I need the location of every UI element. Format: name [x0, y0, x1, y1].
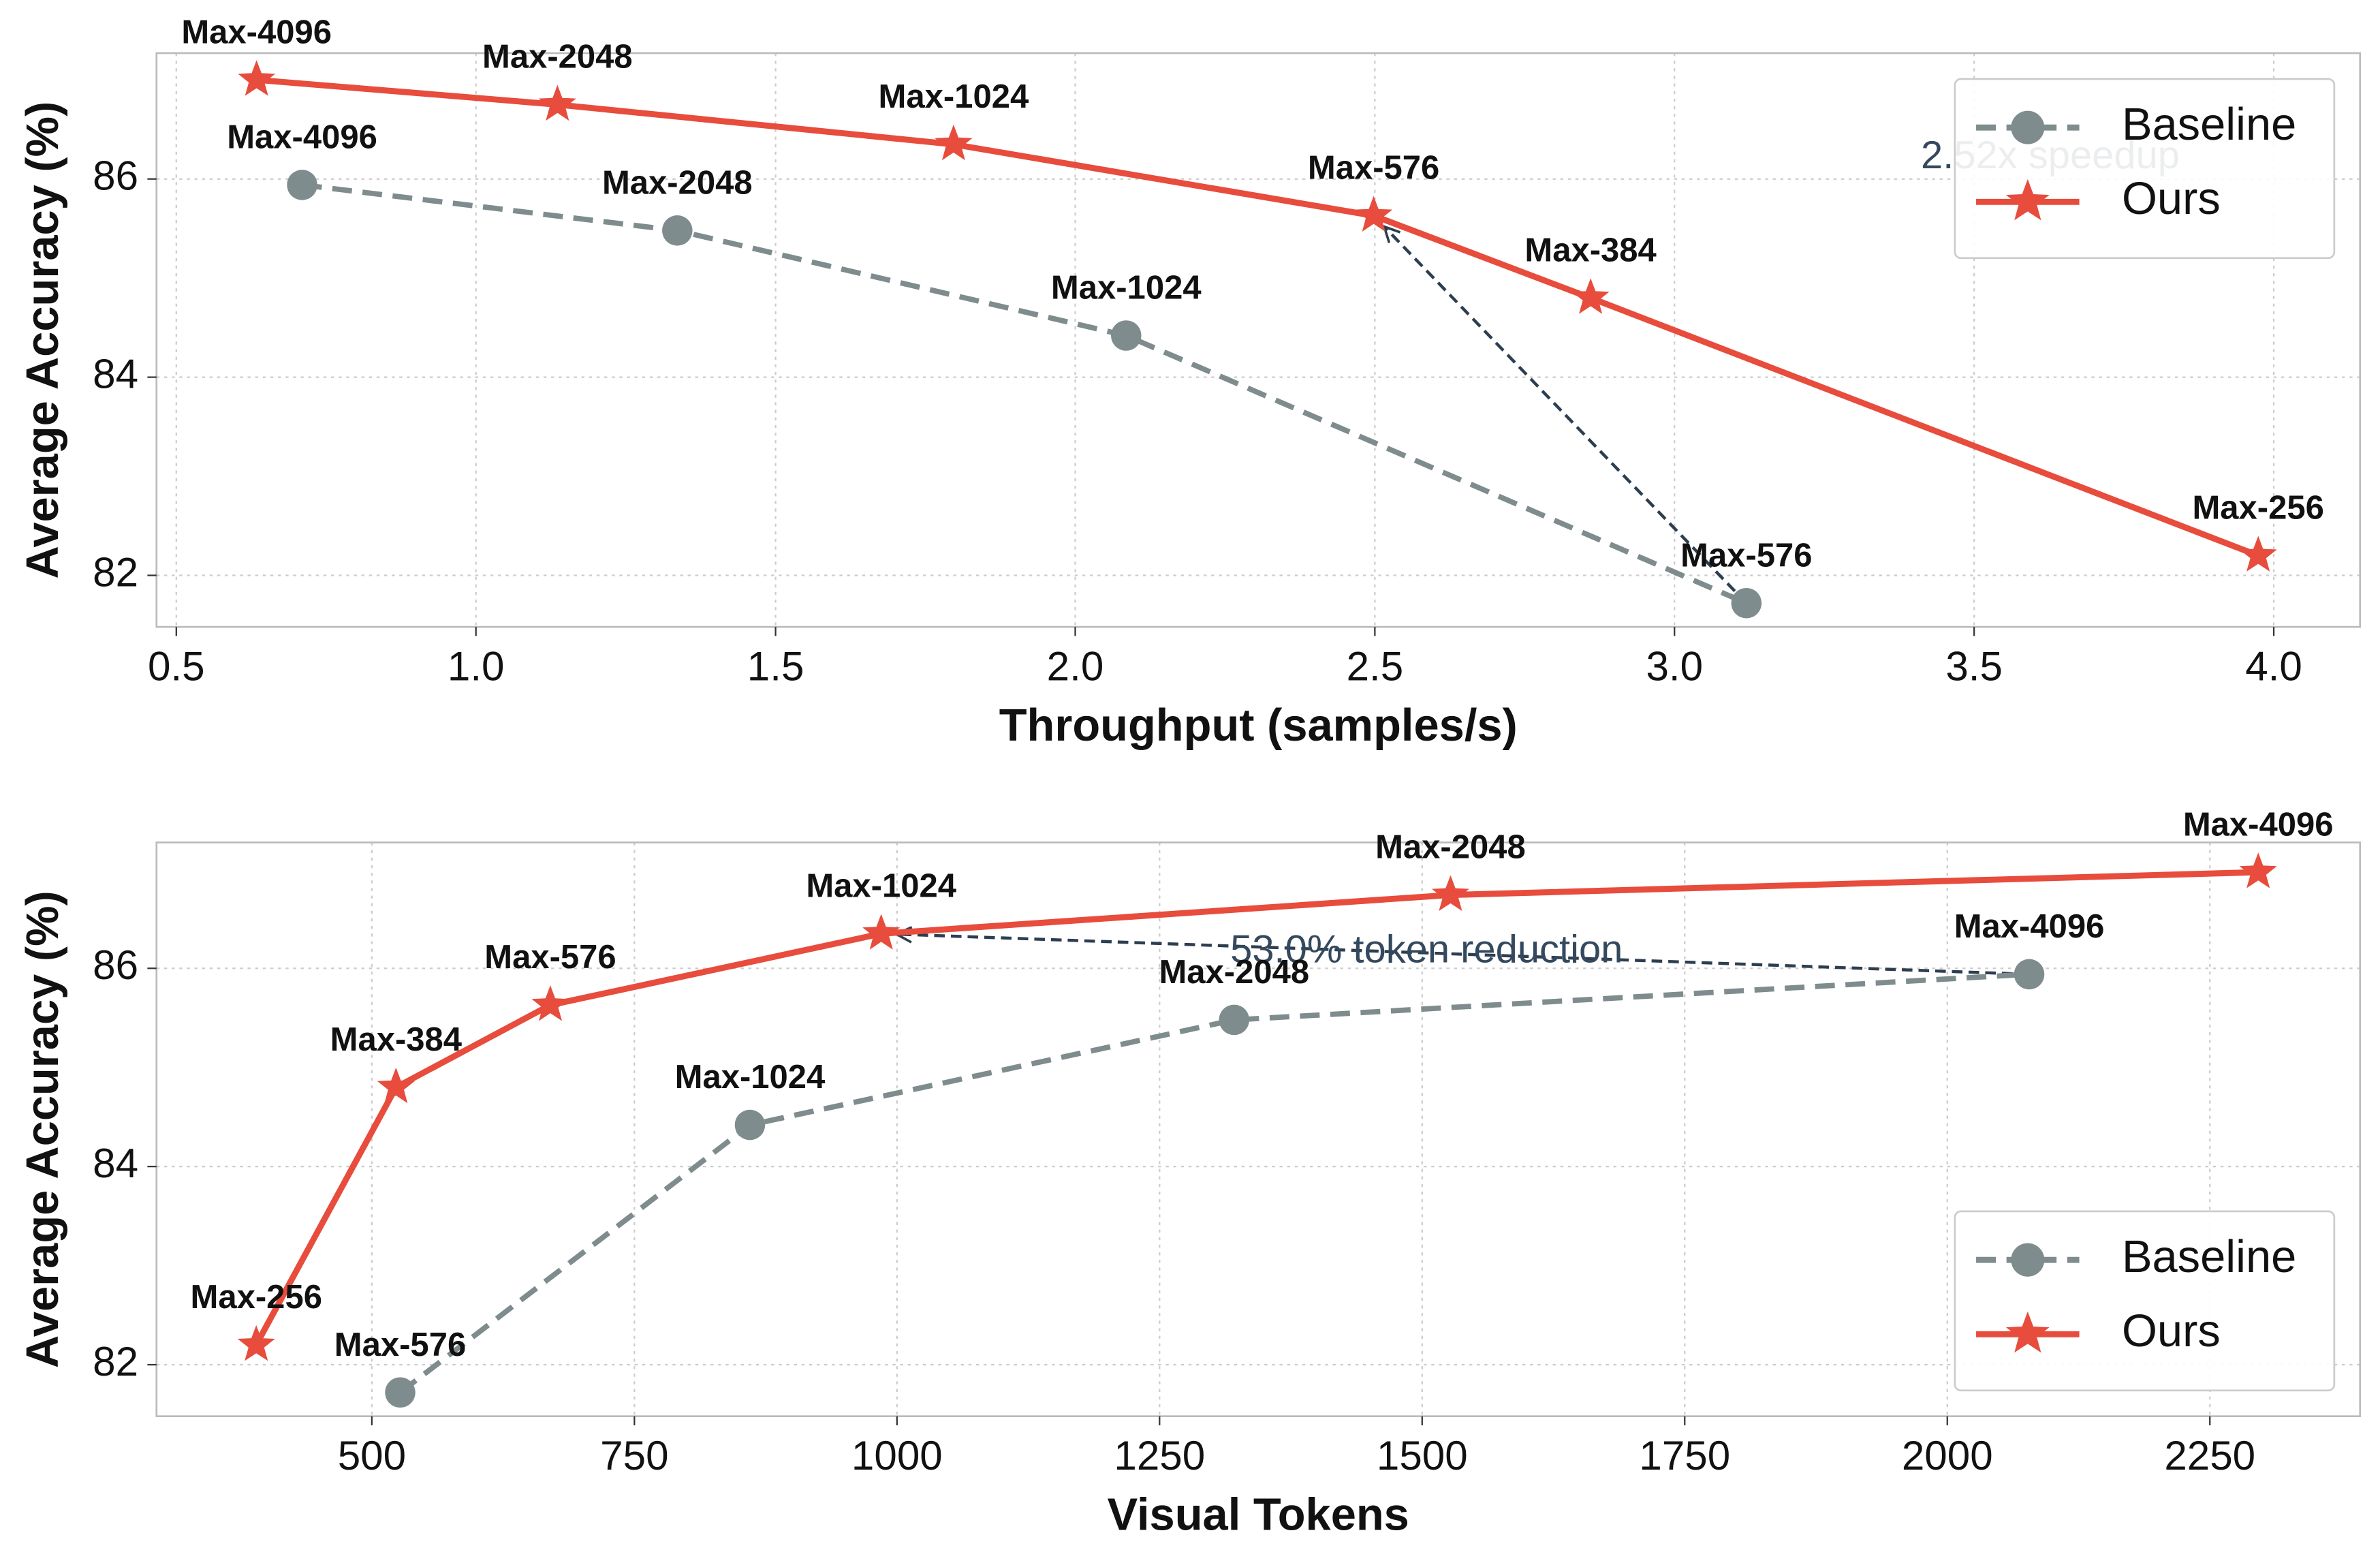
legend-label: Ours [2122, 174, 2221, 224]
star-marker [538, 84, 576, 121]
point-label: Max-576 [1308, 150, 1439, 187]
legend-marker [2005, 179, 2050, 221]
star-marker [238, 60, 276, 96]
y-axis-label: Average Accuracy (%) [18, 102, 68, 579]
point-label: Max-1024 [806, 867, 956, 904]
series-line [256, 76, 2259, 559]
circle-marker [2014, 959, 2045, 990]
star-marker [935, 124, 973, 161]
x-tick-label: 2.0 [1047, 643, 1104, 689]
x-tick-label: 1000 [851, 1433, 943, 1478]
x-tick-label: 750 [600, 1433, 668, 1478]
series-line [398, 971, 2030, 1395]
circle-marker [1110, 320, 1142, 351]
annotation-arrow [1384, 227, 1748, 604]
star-marker [1355, 196, 1393, 232]
point-label: Max-576 [484, 939, 616, 976]
x-tick-label: 3.5 [1945, 643, 2003, 689]
x-tick-label: 3.0 [1646, 643, 1703, 689]
legend-marker [2011, 1243, 2045, 1277]
point-label: Max-2048 [1375, 829, 1526, 866]
legend-box [1954, 78, 2336, 260]
legend-marker [2011, 110, 2045, 144]
point-label: Max-4096 [181, 14, 332, 50]
point-label: Max-2048 [1159, 954, 1309, 991]
point-label: Max-4096 [1954, 908, 2105, 945]
point-label: Max-1024 [1051, 270, 1202, 307]
circle-marker [385, 1377, 416, 1408]
y-tick-label: 84 [93, 1141, 138, 1186]
star-marker [531, 985, 569, 1021]
circle-marker [734, 1109, 766, 1141]
point-label: Max-576 [334, 1327, 466, 1363]
y-tick-label: 82 [93, 549, 138, 595]
point-label: Max-2048 [482, 39, 633, 76]
x-axis-label: Visual Tokens [1108, 1490, 1409, 1540]
plot-frame [155, 52, 2362, 628]
y-tick-label: 86 [93, 942, 138, 988]
series-line [253, 869, 2259, 1347]
annotation-text: 53.0% token reduction [1230, 927, 1623, 971]
star-marker [2239, 536, 2277, 572]
y-tick-label: 84 [93, 351, 138, 397]
legend-box [1954, 1210, 2336, 1392]
legend-label: Ours [2122, 1306, 2221, 1357]
point-label: Max-4096 [227, 119, 377, 156]
x-tick-label: 1250 [1114, 1433, 1205, 1478]
point-label: Max-1024 [675, 1059, 826, 1096]
x-tick-label: 4.0 [2245, 643, 2302, 689]
point-label: Max-4096 [2183, 806, 2334, 843]
legend-marker [2005, 1311, 2050, 1353]
point-label: Max-2048 [602, 164, 753, 201]
point-label: Max-1024 [879, 78, 1029, 115]
legend-label: Baseline [2122, 1232, 2296, 1282]
y-tick-label: 82 [93, 1339, 138, 1384]
point-label: Max-256 [2192, 490, 2323, 527]
star-marker [1431, 875, 1469, 911]
annotation-arrow [896, 934, 2030, 976]
x-tick-label: 2250 [2164, 1433, 2255, 1478]
y-tick-label: 86 [93, 153, 138, 199]
x-tick-label: 500 [338, 1433, 406, 1478]
x-tick-label: 0.5 [148, 643, 205, 689]
circle-marker [662, 215, 693, 246]
point-label: Max-384 [1524, 232, 1656, 268]
point-label: Max-256 [191, 1279, 322, 1316]
plot-frame [155, 841, 2362, 1417]
star-marker [862, 914, 901, 950]
point-label: Max-384 [330, 1021, 462, 1058]
x-tick-label: 2000 [1902, 1433, 1993, 1478]
x-tick-label: 1.0 [448, 643, 505, 689]
star-marker [377, 1067, 415, 1104]
point-label: Max-576 [1680, 537, 1812, 574]
x-tick-label: 2.5 [1347, 643, 1404, 689]
circle-marker [287, 170, 317, 200]
legend-label: Baseline [2122, 99, 2296, 150]
circle-marker [1731, 587, 1762, 619]
circle-marker [1219, 1004, 1250, 1036]
star-marker [2239, 852, 2277, 888]
x-tick-label: 1.5 [747, 643, 804, 689]
x-tick-label: 1750 [1639, 1433, 1730, 1478]
x-tick-label: 1500 [1377, 1433, 1468, 1478]
star-marker [237, 1324, 275, 1361]
x-axis-label: Throughput (samples/s) [999, 700, 1518, 751]
series-line [302, 182, 1748, 606]
star-marker [1571, 278, 1610, 314]
y-axis-label: Average Accuracy (%) [18, 890, 68, 1368]
